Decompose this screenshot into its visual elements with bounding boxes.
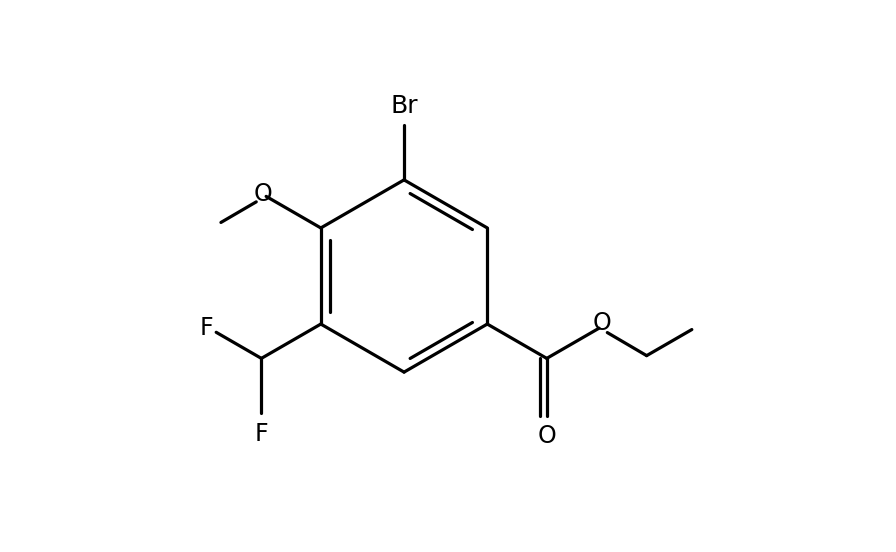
Text: O: O xyxy=(538,424,556,448)
Text: O: O xyxy=(592,311,611,335)
Text: F: F xyxy=(254,422,268,445)
Text: F: F xyxy=(200,316,213,340)
Text: O: O xyxy=(254,182,272,205)
Text: Br: Br xyxy=(391,94,418,118)
